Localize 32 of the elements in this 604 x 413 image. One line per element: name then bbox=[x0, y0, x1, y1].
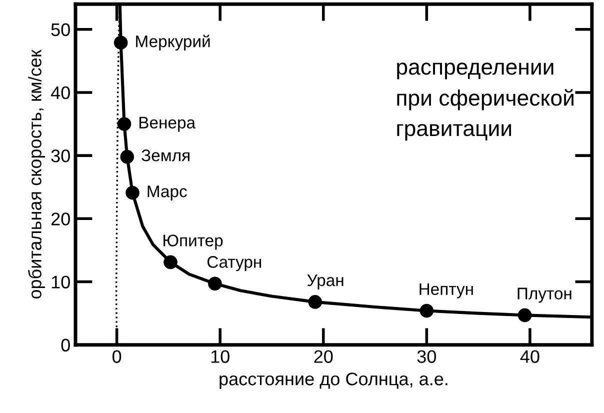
x-tick-label: 20 bbox=[314, 350, 333, 363]
annotation: Венера bbox=[140, 116, 196, 132]
annotation: Нептун bbox=[420, 283, 473, 298]
point bbox=[120, 150, 134, 164]
x-axis-title: расстояние до Солнца, а.е. bbox=[220, 372, 448, 389]
point bbox=[208, 276, 222, 291]
x-tick-label: 40 bbox=[520, 350, 540, 363]
annotation: Сатурн bbox=[207, 256, 262, 272]
y-tick-label: 50 bbox=[51, 23, 70, 36]
point bbox=[126, 186, 140, 200]
annotation: Уран bbox=[307, 274, 344, 290]
y-tick-label: 20 bbox=[51, 212, 70, 226]
point bbox=[308, 295, 322, 309]
y-axis-title: орбитальная скорость, км/сек bbox=[28, 50, 45, 299]
annotation: Плутон bbox=[518, 288, 572, 303]
point bbox=[518, 308, 532, 322]
point bbox=[164, 255, 178, 270]
annotation: распределении при сферической гравитации bbox=[397, 62, 574, 141]
x-tick-label: 30 bbox=[417, 350, 436, 363]
annotation: Юпитер bbox=[164, 234, 223, 250]
annotation: Земля bbox=[142, 150, 190, 162]
point bbox=[117, 117, 132, 131]
x-tick-label: 0 bbox=[112, 350, 122, 363]
y-tick-label: 40 bbox=[50, 86, 70, 100]
y-tick-label: 10 bbox=[52, 276, 70, 288]
y-tick-label: 0 bbox=[61, 338, 70, 352]
x-tick-label: 10 bbox=[211, 350, 230, 363]
annotation: Меркурий bbox=[136, 34, 210, 51]
point bbox=[114, 36, 128, 50]
point bbox=[420, 304, 434, 318]
y-tick-label: 30 bbox=[51, 150, 70, 162]
annotation: Марс bbox=[148, 186, 187, 201]
